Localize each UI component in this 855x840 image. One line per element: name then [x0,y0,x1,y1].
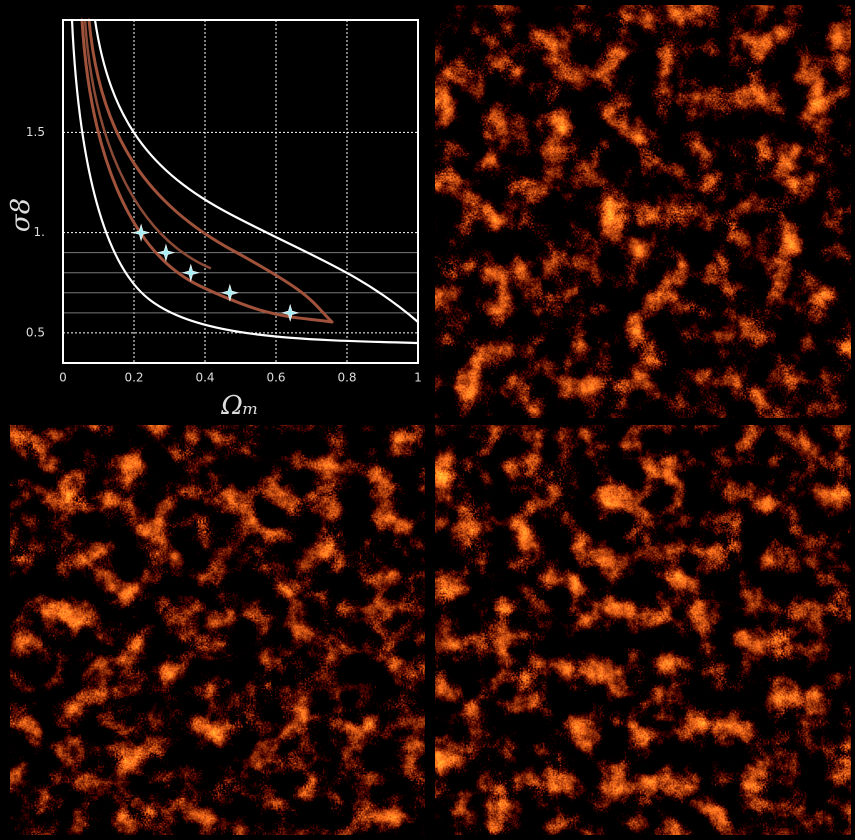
density-map [435,425,851,835]
point [181,263,200,282]
x-tick-label: 0 [59,371,67,385]
x-tick-label: 0.6 [266,371,285,385]
y-axis-label: σ8 [6,198,36,232]
plot-frame [62,19,419,364]
density-map [10,425,425,835]
plot-area [63,20,418,363]
contour [87,18,334,324]
x-axis-label: Ωₘ [220,391,259,421]
contour [70,18,420,345]
contour [83,18,212,270]
x-tick-label: 1 [414,371,422,385]
x-tick-label: 0.2 [124,371,143,385]
contour [93,18,420,324]
points [131,223,300,322]
x-tick-label: 0.8 [337,371,356,385]
x-tick-label: 0.4 [195,371,214,385]
y-tick-label: 1.5 [26,125,45,139]
y-tick-label: 0.5 [26,325,45,339]
y-tick-label: 1. [34,225,45,239]
point [281,303,300,322]
point [220,283,239,302]
point [156,243,176,262]
point [131,223,151,242]
plot [62,18,420,364]
density-map [435,5,851,418]
